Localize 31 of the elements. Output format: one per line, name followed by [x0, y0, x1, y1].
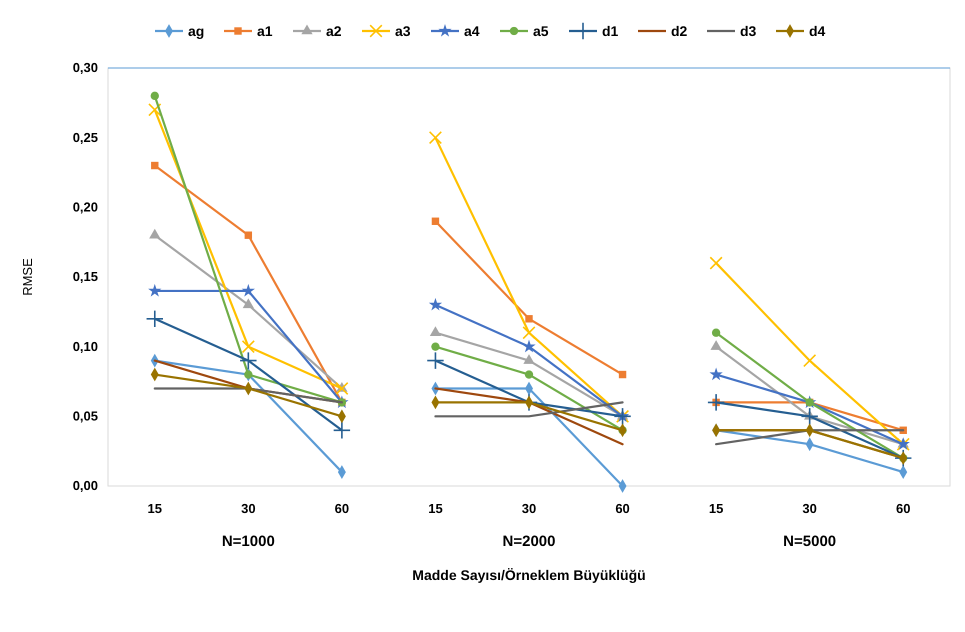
legend-label: a1	[257, 23, 273, 39]
x-tick-label: 60	[896, 501, 910, 516]
x-tick-label: 15	[148, 501, 162, 516]
legend-label: d4	[809, 23, 826, 39]
text: N=1000	[222, 533, 275, 550]
x-tick-label: 15	[708, 501, 724, 516]
x-tick-label: 30	[522, 501, 536, 516]
legend-label: a2	[326, 23, 342, 39]
legend-label: a5	[533, 23, 549, 39]
y-tick-label: 0,30	[72, 60, 98, 76]
y-tick-label: 0,05	[72, 408, 98, 424]
legend-label: a3	[395, 23, 411, 39]
y-tick-label: 0,15	[72, 269, 98, 284]
y-tick-label: 0,00	[72, 478, 98, 494]
y-tick-label: 0,10	[72, 338, 98, 354]
y-axis-title: RMSE	[20, 258, 35, 296]
legend-label: d2	[671, 23, 688, 39]
x-axis-title: Madde Sayısı/Örneklem Büyüklüğü	[412, 567, 646, 583]
legend-label: d1	[602, 23, 619, 39]
legend-label: a4	[464, 23, 480, 39]
x-tick-label: 30	[241, 501, 256, 516]
x-tick-label: 60	[334, 501, 350, 516]
text: N=2000	[502, 533, 556, 550]
y-tick-label: 0,20	[72, 199, 98, 214]
legend-label: ag	[188, 23, 204, 39]
text: N=5000	[783, 533, 836, 550]
x-tick-label: 60	[615, 501, 630, 516]
x-tick-label: 30	[802, 501, 817, 516]
y-tick-label: 0,25	[72, 130, 98, 145]
x-tick-label: 15	[428, 501, 443, 516]
legend-label: d3	[740, 23, 757, 39]
